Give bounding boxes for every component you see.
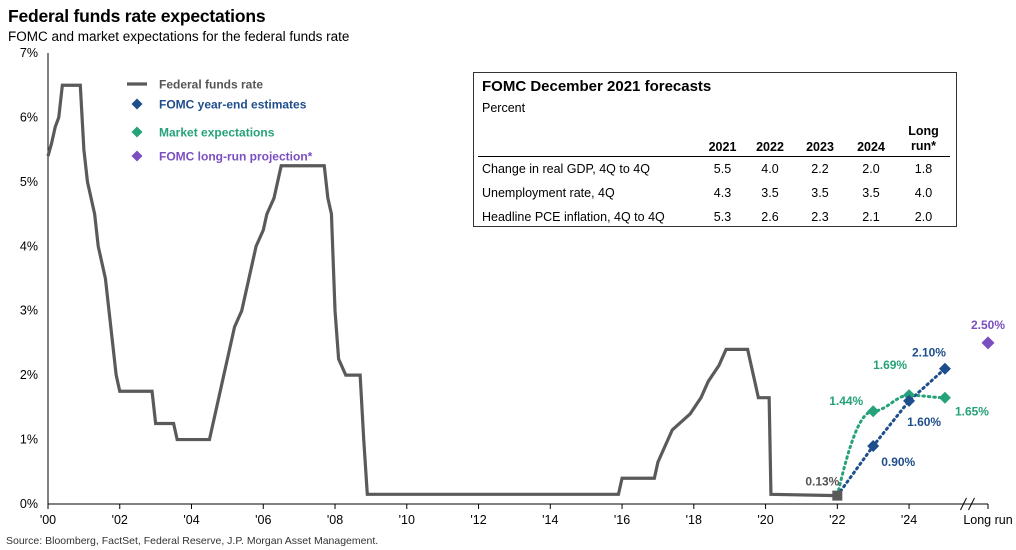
fomc-estimates-line <box>835 367 947 498</box>
forecast-table-title: FOMC December 2021 forecasts <box>482 78 712 95</box>
forecast-table-box: FOMC December 2021 forecasts Percent 202… <box>473 72 957 227</box>
forecast-header-long-run: Long run* <box>897 120 950 157</box>
fomc-estimate-point <box>938 362 951 375</box>
y-tick-label: 0% <box>20 497 38 511</box>
data-label-fomc-2024: 1.60% <box>907 415 941 429</box>
table-cell: 2.2 <box>811 162 829 176</box>
forecast-table-subtitle: Percent <box>482 101 526 115</box>
x-tick-label: '10 <box>399 513 415 527</box>
x-tick-label: '20 <box>757 513 773 527</box>
forecast-table: 2021 2022 2023 2024 Long run* Change in … <box>478 120 950 229</box>
y-tick-label: 1% <box>20 433 38 447</box>
table-row: Headline PCE inflation, 4Q to 4Q 5.3 2.6… <box>478 205 950 229</box>
legend-label: Federal funds rate <box>159 78 263 92</box>
forecast-header-year: 2023 <box>795 120 845 157</box>
legend-label: FOMC long-run projection* <box>159 150 313 164</box>
long-run-projection-point <box>981 336 995 350</box>
legend-label: Market expectations <box>159 126 275 140</box>
x-tick-label: '12 <box>470 513 486 527</box>
y-tick-label: 2% <box>20 368 38 382</box>
table-row-label: Change in real GDP, 4Q to 4Q <box>482 162 650 176</box>
fomc-estimate-point <box>867 440 880 453</box>
table-cell: 3.5 <box>811 186 829 200</box>
x-tick-label: '16 <box>614 513 630 527</box>
table-cell: 2.0 <box>914 210 933 224</box>
legend-label: FOMC year-end estimates <box>159 98 307 112</box>
source-note: Source: Bloomberg, FactSet, Federal Rese… <box>6 535 379 547</box>
table-cell: 4.0 <box>914 186 933 200</box>
x-tick-label: '14 <box>542 513 558 527</box>
x-tick-label: Long run <box>963 513 1012 527</box>
federal-funds-chart: 0% 1% 2% 3% 4% 5% 6% 7% '00 '02 '04 '06 '08 '10 '12 '14… <box>20 46 1013 527</box>
table-row: Unemployment rate, 4Q 4.3 3.5 3.5 3.5 4.… <box>478 181 950 205</box>
data-label-fomc-2023: 0.90% <box>881 455 915 469</box>
legend-diamond-swatch <box>131 126 143 138</box>
table-cell: 2.3 <box>811 210 829 224</box>
y-tick-label: 5% <box>20 175 38 189</box>
table-cell: 1.8 <box>914 162 933 176</box>
market-expectation-point <box>938 391 951 404</box>
table-cell: 3.5 <box>761 186 779 200</box>
forecast-header-year: 2022 <box>745 120 795 157</box>
table-cell: 2.1 <box>862 210 880 224</box>
x-tick-label: '18 <box>686 513 702 527</box>
market-expectations-line <box>835 393 947 498</box>
x-tick-label: '08 <box>327 513 343 527</box>
y-tick-label: 6% <box>20 110 38 124</box>
x-tick-label: '22 <box>829 513 845 527</box>
table-row-label: Unemployment rate, 4Q <box>482 186 615 200</box>
x-tick-label: '00 <box>40 513 56 527</box>
table-cell: 5.5 <box>713 162 732 176</box>
legend-diamond-swatch <box>131 150 143 162</box>
legend-diamond-swatch <box>131 98 143 110</box>
data-label-market-2023: 1.44% <box>829 394 863 408</box>
axis-break-mark <box>960 497 967 511</box>
table-cell: 5.3 <box>713 210 732 224</box>
data-label-long-run: 2.50% <box>971 318 1005 332</box>
data-label-fomc-2025: 2.10% <box>912 346 946 360</box>
x-tick-label: '04 <box>183 513 199 527</box>
data-label-market-2022: 0.13% <box>805 475 839 489</box>
data-label-market-2025: 1.65% <box>955 405 989 419</box>
current-rate-marker <box>832 490 843 501</box>
table-cell: 4.0 <box>761 162 779 176</box>
y-tick-label: 4% <box>20 239 38 253</box>
forecast-header-year: 2024 <box>845 120 897 157</box>
forecast-header-blank <box>478 120 700 157</box>
fed-funds-line <box>46 83 838 498</box>
forecast-table-header: 2021 2022 2023 2024 Long run* <box>478 120 950 157</box>
table-cell: 2.0 <box>862 162 880 176</box>
y-tick-label: 3% <box>20 304 38 318</box>
axis-break-mark <box>968 497 975 511</box>
chart-subtitle: FOMC and market expectations for the fed… <box>8 29 350 44</box>
table-row-label: Headline PCE inflation, 4Q to 4Q <box>482 210 665 224</box>
table-cell: 4.3 <box>713 186 732 200</box>
x-tick-label: '24 <box>901 513 917 527</box>
fomc-estimate-point <box>903 394 916 407</box>
table-cell: 2.6 <box>761 210 779 224</box>
chart-title: Federal funds rate expectations <box>8 6 266 26</box>
data-label-market-2024: 1.69% <box>873 358 907 372</box>
x-tick-label: '02 <box>112 513 128 527</box>
x-tick-label: '06 <box>255 513 271 527</box>
y-tick-label: 7% <box>20 46 38 60</box>
market-expectation-point <box>867 405 880 418</box>
table-cell: 3.5 <box>862 186 880 200</box>
table-row: Change in real GDP, 4Q to 4Q 5.5 4.0 2.2… <box>478 157 950 182</box>
forecast-header-year: 2021 <box>700 120 745 157</box>
